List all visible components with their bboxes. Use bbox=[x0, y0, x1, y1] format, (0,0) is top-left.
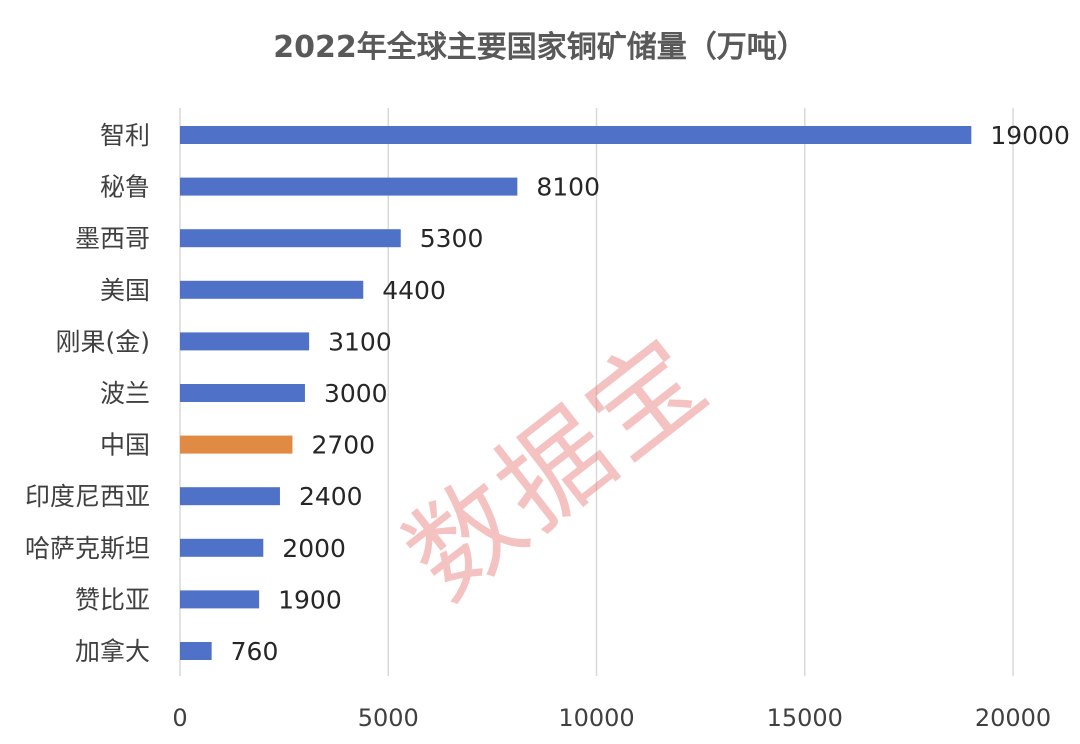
x-tick-label: 10000 bbox=[558, 704, 634, 732]
bar-0 bbox=[180, 126, 972, 144]
bar-10 bbox=[180, 642, 212, 660]
labels: 0 5000 10000 15000 20000 智利 19000 秘鲁 8100 墨西哥 5300… bbox=[25, 121, 1070, 732]
x-tick-label: 15000 bbox=[767, 704, 843, 732]
bar-2 bbox=[180, 229, 401, 248]
category-label: 哈萨克斯坦 bbox=[25, 534, 150, 563]
bars bbox=[180, 126, 972, 660]
value-label: 760 bbox=[231, 637, 279, 666]
x-tick-label: 5000 bbox=[358, 704, 419, 732]
value-label: 2700 bbox=[311, 431, 375, 460]
value-label: 8100 bbox=[536, 173, 600, 202]
chart-title: 2022年全球主要国家铜矿储量（万吨） bbox=[273, 30, 807, 65]
value-label: 1900 bbox=[278, 585, 342, 614]
category-label: 智利 bbox=[100, 121, 150, 150]
bar-9 bbox=[180, 590, 260, 609]
x-tick-label: 20000 bbox=[975, 704, 1051, 732]
category-label: 秘鲁 bbox=[100, 173, 150, 202]
value-label: 19000 bbox=[990, 121, 1070, 150]
bar-7 bbox=[180, 487, 280, 506]
value-label: 3100 bbox=[328, 327, 392, 356]
bar-3 bbox=[180, 280, 364, 299]
category-label: 中国 bbox=[100, 431, 150, 460]
category-label: 赞比亚 bbox=[75, 585, 150, 614]
value-label: 2400 bbox=[299, 482, 363, 511]
category-label: 刚果(金) bbox=[55, 327, 150, 356]
bar-1 bbox=[180, 177, 518, 196]
bar-5 bbox=[180, 384, 305, 402]
category-label: 墨西哥 bbox=[75, 224, 150, 253]
value-label: 3000 bbox=[324, 379, 388, 408]
value-label: 4400 bbox=[382, 276, 446, 305]
category-label: 波兰 bbox=[100, 379, 150, 408]
bar-6 bbox=[180, 435, 293, 454]
value-label: 5300 bbox=[420, 224, 484, 253]
grid-lines bbox=[179, 108, 1014, 676]
x-tick-label: 0 bbox=[172, 704, 187, 732]
bar-4 bbox=[180, 332, 310, 351]
category-label: 加拿大 bbox=[75, 637, 150, 666]
category-label: 美国 bbox=[100, 276, 150, 305]
category-label: 印度尼西亚 bbox=[25, 482, 150, 511]
bar-8 bbox=[180, 538, 264, 557]
value-label: 2000 bbox=[282, 534, 346, 563]
